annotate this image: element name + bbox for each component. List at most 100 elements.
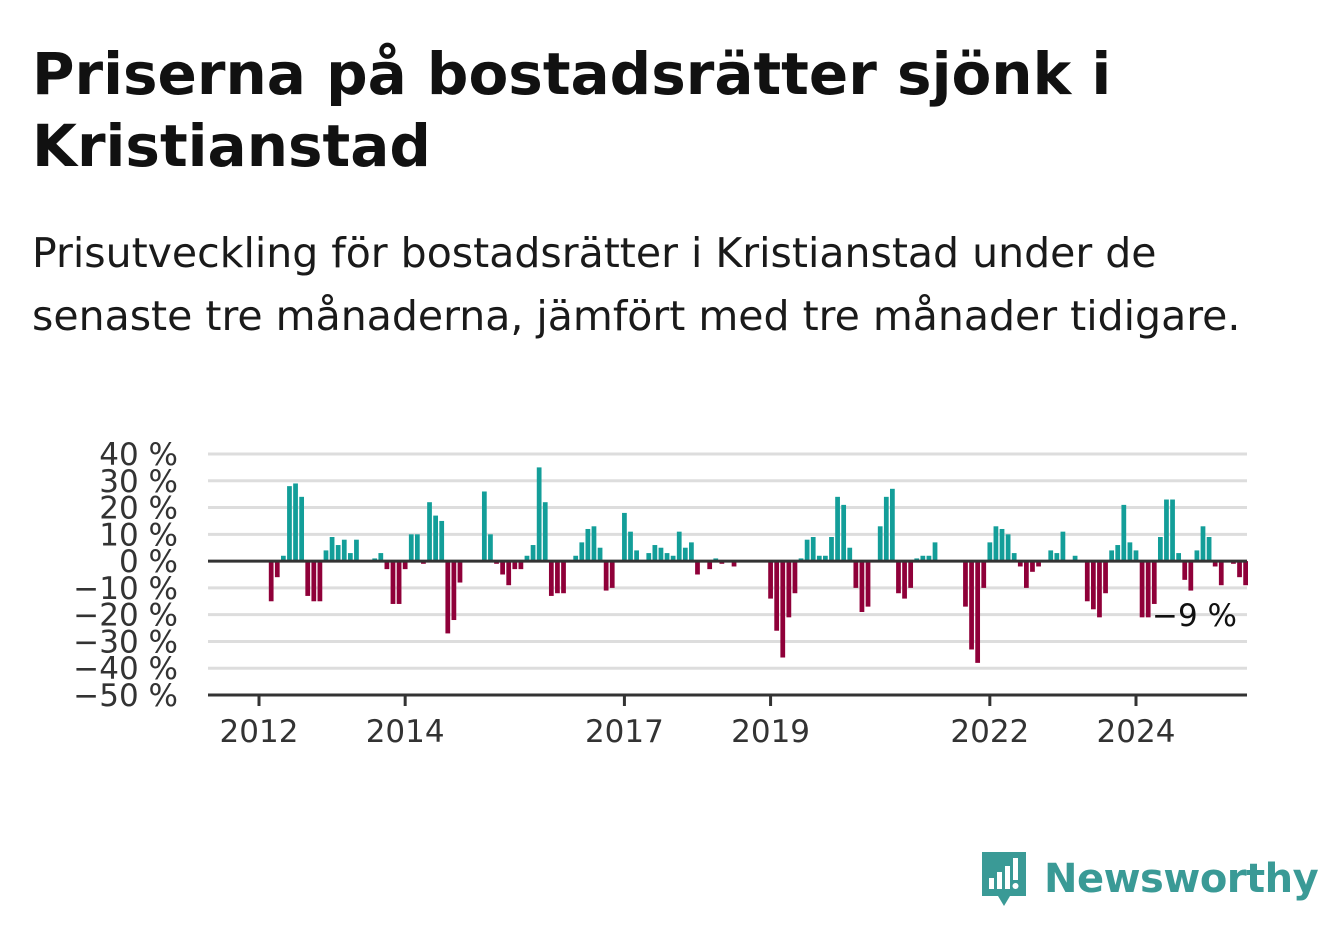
bar [969, 561, 974, 650]
y-tick-label: −50 % [73, 678, 178, 714]
bar [865, 561, 871, 607]
bar [597, 547, 603, 562]
newsworthy-brand: Newsworthy [978, 846, 1319, 912]
bar-series [268, 467, 1248, 663]
bar [1164, 499, 1169, 562]
bar [481, 491, 487, 562]
bar [1176, 553, 1182, 562]
bar [305, 561, 311, 596]
bar [1024, 561, 1029, 588]
x-tick-labels: 2012 2014 2017 2019 2022 2024 [220, 695, 1176, 750]
bar [390, 561, 396, 604]
bar [707, 561, 713, 570]
bar [451, 561, 457, 621]
bar [1017, 561, 1023, 567]
x-tick-label: 2024 [1097, 714, 1176, 750]
bar [1103, 561, 1108, 594]
bar [634, 550, 639, 562]
bar [975, 561, 981, 663]
x-tick-label: 2014 [366, 714, 445, 750]
bar [609, 561, 615, 588]
bar [1097, 561, 1102, 618]
bar [883, 496, 889, 562]
bar [585, 528, 591, 562]
bar [652, 545, 658, 562]
bar [1157, 537, 1163, 562]
bar [1200, 526, 1206, 562]
bar [1011, 553, 1017, 562]
bar [427, 502, 432, 562]
bar [530, 545, 536, 562]
bar [1054, 553, 1060, 562]
y-tick-label: −40 % [73, 651, 178, 687]
bar [853, 561, 859, 588]
bar [445, 561, 451, 634]
y-tick-label: 20 % [99, 491, 178, 527]
bar [542, 502, 548, 562]
newsworthy-logo-icon [982, 852, 1026, 906]
bar [963, 561, 968, 607]
bar [981, 561, 987, 588]
bar [335, 545, 341, 562]
bar [548, 561, 554, 596]
y-tick-label: −30 % [73, 624, 178, 660]
bar [1188, 561, 1194, 591]
x-tick-label: 2022 [950, 714, 1029, 750]
bar [1121, 504, 1127, 562]
bar [488, 534, 493, 562]
bar [908, 561, 914, 588]
bar [670, 555, 676, 562]
bar [268, 561, 274, 602]
bar [518, 561, 524, 570]
bar [384, 561, 390, 570]
bar [768, 561, 773, 599]
bar [816, 555, 822, 562]
bar [402, 561, 408, 570]
chart-subtitle: Prisutveckling för bostadsrätter i Krist… [32, 229, 1241, 340]
bar [859, 561, 865, 612]
bar [896, 561, 901, 594]
bar [1218, 561, 1224, 586]
bar [823, 555, 828, 562]
grid-lines [208, 452, 1247, 670]
bar [354, 539, 359, 562]
bar [1030, 561, 1035, 572]
bar [414, 534, 420, 562]
bar [1090, 561, 1096, 610]
axes [208, 559, 1247, 697]
bar [1127, 542, 1133, 562]
bar [1109, 550, 1115, 562]
bar [792, 561, 798, 594]
bar [287, 486, 292, 562]
bar [847, 547, 853, 562]
x-tick-label: 2019 [731, 714, 810, 750]
bar [682, 547, 688, 562]
bar [347, 553, 353, 562]
bar [1212, 561, 1218, 567]
bar [676, 531, 682, 562]
x-tick-label: 2012 [220, 714, 299, 750]
bar [1048, 550, 1054, 562]
bar [1151, 561, 1157, 604]
bar [378, 553, 384, 562]
bar [1237, 561, 1242, 578]
bar [1115, 545, 1121, 562]
bar [329, 537, 335, 562]
bar-chart: 40 %30 %20 %10 %0 %−10 %−20 %−30 %−40 %−… [73, 437, 1248, 750]
bar [579, 542, 585, 562]
bar [993, 526, 999, 562]
y-tick-label: −10 % [73, 571, 178, 607]
bar [804, 539, 810, 562]
bar [987, 542, 993, 562]
bar [500, 561, 505, 575]
bar [920, 555, 926, 562]
brand-name: Newsworthy [1044, 856, 1319, 902]
bar [299, 496, 305, 562]
bar [810, 537, 816, 562]
bar [664, 553, 670, 562]
bar [293, 483, 298, 562]
x-tick-label: 2017 [585, 714, 664, 750]
bar [1084, 561, 1090, 602]
y-tick-label: 40 % [99, 437, 178, 473]
bar [890, 488, 895, 562]
